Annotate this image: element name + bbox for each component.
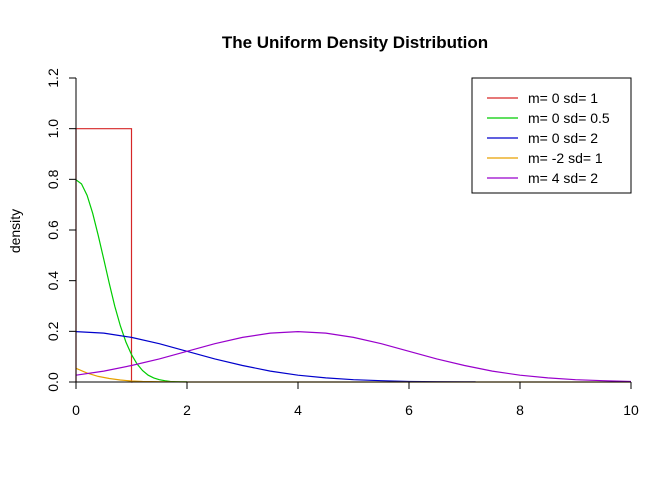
y-tick-label: 0.4 (45, 271, 61, 291)
x-tick-label: 8 (516, 402, 524, 418)
legend-label: m= -2 sd= 1 (528, 150, 603, 166)
y-tick-label: 1.2 (45, 68, 61, 88)
legend-label: m= 4 sd= 2 (528, 170, 598, 186)
y-tick-label: 0.6 (45, 220, 61, 240)
legend-label: m= 0 sd= 0.5 (528, 110, 610, 126)
y-tick-label: 1.0 (45, 119, 61, 139)
legend-box (471, 77, 632, 194)
y-axis-label: density (7, 209, 23, 253)
y-tick-label: 0.8 (45, 169, 61, 189)
legend-label: m= 0 sd= 1 (528, 90, 598, 106)
legend: m= 0 sd= 1 m= 0 sd= 0.5 m= 0 sd= 2 m= -2 sd… (471, 77, 632, 194)
x-tick-label: 2 (183, 402, 191, 418)
series-line-1 (75, 128, 133, 383)
chart-title: The Uniform Density Distribution (222, 33, 488, 52)
y-axis: 0.0 0.2 0.4 0.6 0.8 1.0 1.2 (45, 68, 77, 392)
x-tick-label: 10 (623, 402, 639, 418)
series-line-5 (75, 330, 632, 383)
y-tick-label: 0.2 (45, 321, 61, 341)
x-tick-label: 4 (294, 402, 302, 418)
x-axis: 0 2 4 6 8 10 (72, 381, 639, 418)
x-tick-label: 6 (405, 402, 413, 418)
x-tick-label: 0 (72, 402, 80, 418)
y-tick-label: 0.0 (45, 372, 61, 392)
legend-label: m= 0 sd= 2 (528, 130, 598, 146)
series-line-3 (75, 331, 476, 383)
